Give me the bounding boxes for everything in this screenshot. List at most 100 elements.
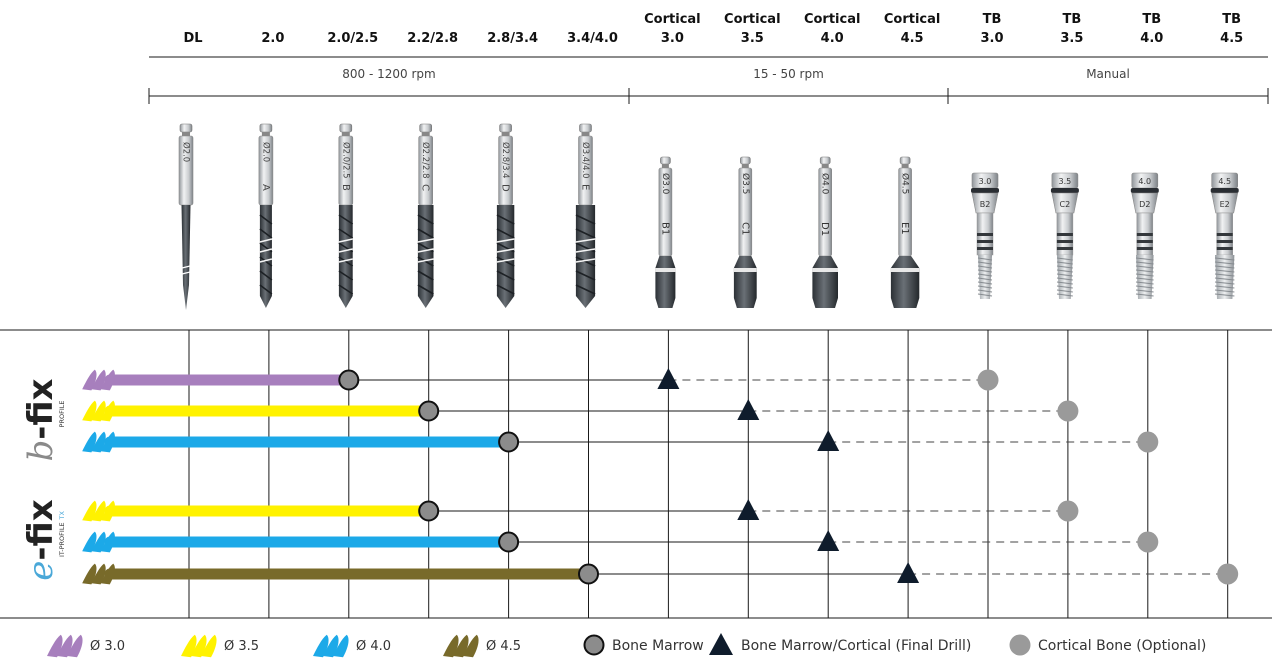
swatch-stroke [201,634,217,658]
swatch-stroke [100,400,115,422]
tool-shank-label: Ø2.8/3.4 [500,142,511,179]
speed-range-label: 800 - 1200 rpm [342,67,435,81]
flute [575,256,596,267]
thread-line [1135,273,1154,277]
flute [575,228,596,239]
depth-band [977,247,993,250]
column-header-line1: TB [1222,12,1241,27]
thread-line [977,261,993,265]
bone-marrow-marker [418,500,440,522]
thread-line [1135,293,1154,297]
cortical-optional-marker [1057,400,1079,422]
column-header-line2: 4.0 [1140,31,1163,46]
tool-pilot-0: Ø2.0 [178,123,194,310]
swatch-stroke [91,431,106,453]
brand-subtitle-main: PROFILE [58,401,66,428]
diameter-swatch [181,634,217,658]
depth-mark [575,248,596,253]
thread-line [977,257,993,261]
brand-name: e-fix [21,499,61,580]
depth-band [1056,240,1073,243]
tool-shank-label: Ø4.5 [900,173,911,194]
tool-letter: D2 [1139,200,1150,209]
swatch-stroke [82,500,97,522]
bone-marrow-marker [498,431,520,453]
tool-letter: E [580,184,591,190]
thread-line [1056,281,1073,285]
depth-mark [496,248,515,253]
swatch-stroke [82,531,97,553]
depth-mark [575,258,596,263]
brand-name: b-fix [21,378,61,461]
flute [417,256,434,267]
flute [338,284,354,295]
diameter-swatch [82,563,115,585]
depth-band [1136,240,1153,243]
tool-groove [741,164,749,168]
tool-shank-label: Ø3.5 [740,173,751,194]
thread-line [1056,265,1073,269]
flute [417,228,434,239]
column-header-line2: 2.8/3.4 [487,31,538,46]
thread-line [977,273,993,277]
thread-line [977,265,993,269]
swatch-stroke [100,431,115,453]
diameter-swatch [82,400,115,422]
brand-prefix: e [21,561,61,581]
thread-line [1056,289,1073,293]
swatch-stroke [191,634,207,658]
tool-groove [261,132,270,136]
thread-line [977,289,993,293]
swatch-stroke [91,500,106,522]
tool-letter: B [340,184,351,191]
diameter-swatch [313,634,349,658]
cortical-optional-marker [1057,500,1079,522]
flute [496,256,515,267]
thread-line [1135,261,1154,265]
tool-body [655,256,676,308]
bone-marrow-marker [418,400,440,422]
final-drill-marker [817,530,840,551]
depth-band [1136,233,1153,236]
tool-groove [501,132,510,136]
depth-mark [181,271,191,275]
diameter-swatch [47,634,83,658]
thread-line [1056,273,1073,277]
tool-groove [661,164,669,168]
tool-groove [901,164,909,168]
depth-mark [575,238,596,243]
swatch-stroke [91,531,106,553]
tool-thread [1057,255,1073,299]
tool-letter: B2 [980,200,991,209]
tool-tap-13: 4.5 E2 [1210,172,1239,299]
depth-band [1216,233,1233,236]
depth-band [1136,247,1153,250]
tool-thread [1136,255,1154,299]
swatch-stroke [57,634,73,658]
tool-shank-label: Ø2.2/2.8 [420,142,431,179]
tool-letter: A [260,184,271,191]
thread-line [1214,285,1235,289]
tool-hub [179,123,193,133]
swatch-stroke [323,634,339,658]
tool-cortical-7: Ø3.5 C1 [733,156,757,308]
thread-line [1214,277,1235,281]
final-drill-marker [817,430,840,451]
depth-mark [338,238,353,243]
tool-hub [499,123,512,133]
column-header-line2: 3.0 [661,31,684,46]
flute [496,284,515,295]
thread-line [1214,293,1235,297]
tool-twist-2: Ø2.0/2.5 B [338,123,354,308]
depth-band [1216,240,1233,243]
legend-final-drill-marker [709,633,733,655]
tool-cortical-6: Ø3.0 B1 [655,156,676,308]
column-header-line2: 3.5 [1060,31,1083,46]
thread-line [1056,257,1073,261]
depth-band [1056,247,1073,250]
swatch-stroke [100,369,115,391]
column-header-line2: 3.5 [741,31,764,46]
flute [575,242,596,253]
cortical-optional-marker [977,369,999,391]
